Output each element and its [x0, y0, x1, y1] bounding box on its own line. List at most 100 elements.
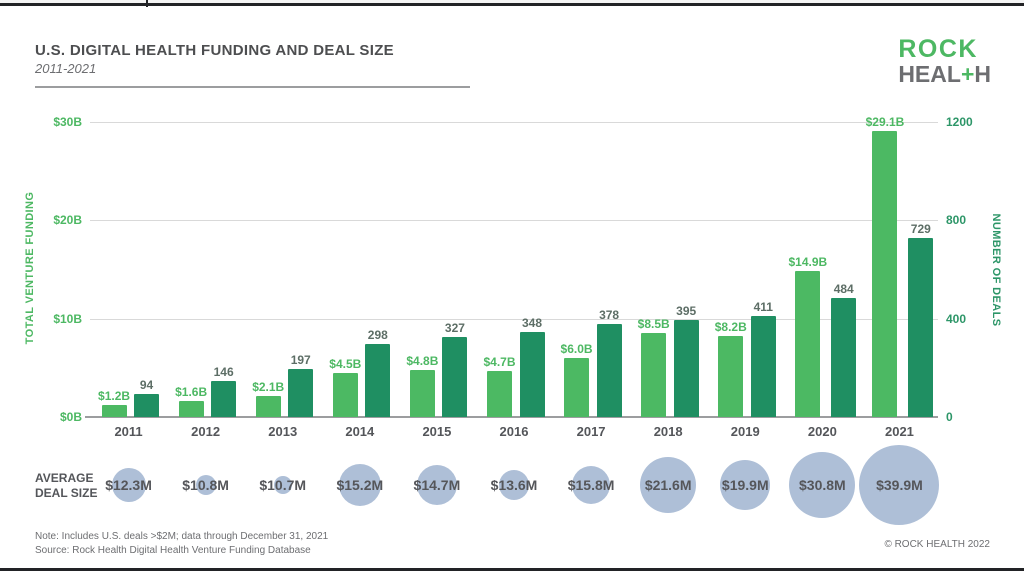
gridline [90, 318, 938, 320]
avg-deal-size-label-line2: DEAL SIZE [35, 486, 98, 500]
logo-heal: HEAL [898, 61, 961, 87]
bubble-value: $21.6M [644, 477, 692, 493]
right-axis-title: NUMBER OF DEALS [990, 213, 1002, 327]
rock-health-logo: ROCK HEAL+H [898, 37, 991, 86]
deals-bar [596, 324, 622, 417]
bar-group: $4.7B 348 [475, 122, 552, 417]
bar-group: $4.5B 298 [321, 122, 398, 417]
bubble-value: $30.8M [799, 477, 846, 493]
deals-count-label: 484 [833, 282, 854, 296]
funding-value-label: $2.1B [252, 380, 285, 395]
deals-bar-column: 298 [365, 328, 391, 417]
deals-bar [750, 316, 776, 417]
year-label: 2014 [345, 424, 375, 439]
window-bottom-border [0, 568, 1024, 571]
logo-rock-text: ROCK [898, 35, 978, 63]
funding-value-label: $29.1B [865, 114, 905, 129]
bubble-value: $39.9M [876, 477, 923, 493]
deals-bar-column: 378 [596, 309, 622, 417]
bubble-value: $15.2M [336, 477, 384, 493]
year-label: 2020 [807, 424, 837, 439]
bubble: $30.8M [784, 441, 861, 529]
bubble-value: $19.9M [721, 477, 769, 493]
deals-bar-column: 94 [134, 377, 160, 417]
funding-bar-column: $4.5B [329, 356, 362, 417]
bar-group: $29.1B 729 [861, 115, 938, 417]
deals-bar [288, 368, 314, 417]
deals-bar-column: 348 [519, 315, 545, 417]
funding-bar [795, 270, 821, 417]
bubble: $10.8M [167, 441, 244, 529]
funding-bar [641, 333, 667, 417]
year-label: 2013 [268, 424, 298, 439]
year-label: 2011 [114, 424, 143, 439]
right-tick-label: 800 [946, 213, 967, 228]
funding-value-label: $1.2B [98, 389, 131, 404]
deals-count-label: 94 [139, 377, 154, 392]
funding-bar-column: $8.5B [638, 318, 670, 417]
deals-count-label: 395 [676, 303, 697, 318]
bubble-circle [859, 445, 940, 525]
deals-count-label: 146 [213, 365, 234, 380]
deals-bar-column: 327 [442, 320, 468, 417]
funding-bar [255, 396, 281, 417]
title-underline [35, 86, 470, 88]
funding-value-label: $14.9B [788, 254, 828, 269]
bubble-circle [338, 464, 381, 506]
bubble-circle [195, 475, 216, 495]
deals-bar [442, 336, 468, 417]
year-label: 2019 [730, 424, 760, 439]
logo-health-text: HEAL+H [898, 63, 991, 86]
year-label: 2021 [884, 424, 914, 439]
bar-group: $8.5B 395 [630, 122, 707, 417]
deals-bar [831, 298, 857, 417]
footer-notes: Note: Includes U.S. deals >$2M; data thr… [35, 530, 328, 558]
deals-bar [519, 331, 545, 417]
bubble-value: $10.7M [259, 477, 307, 493]
deals-bar-column: 729 [908, 222, 934, 417]
deals-bar-column: 395 [673, 303, 699, 417]
left-tick-label: $30B [53, 115, 82, 129]
funding-bar-column: $1.6B [175, 386, 207, 417]
right-tick-label: 400 [946, 311, 967, 326]
funding-bar-column: $14.9B [788, 254, 828, 417]
funding-value-label: $4.7B [483, 354, 516, 369]
bar-group: $14.9B 484 [784, 122, 861, 417]
bubble: $15.8M [553, 441, 630, 529]
funding-value-label: $6.0B [560, 342, 593, 356]
bubble: $21.6M [630, 441, 707, 529]
bubble-circle [789, 452, 856, 518]
funding-value-label: $4.5B [329, 356, 362, 371]
deals-bar [211, 381, 237, 417]
funding-bar-column: $2.1B [252, 381, 284, 417]
deals-bar-column: 484 [831, 282, 857, 417]
deals-count-label: 197 [290, 352, 311, 367]
year-label: 2018 [653, 424, 683, 439]
logo-plus-icon: + [960, 61, 975, 87]
deals-count-label: 327 [444, 320, 465, 335]
bubble-value: $12.3M [105, 477, 152, 493]
bubble: $10.7M [244, 441, 321, 529]
bar-group: $8.2B 411 [707, 122, 784, 417]
gridline [90, 220, 938, 222]
gridline [90, 122, 938, 123]
bubble: $12.3M [90, 441, 167, 529]
bubble-circle [273, 476, 292, 494]
funding-bar [101, 405, 127, 417]
funding-bar-column: $6.0B [561, 343, 593, 417]
bubble: $39.9M [859, 441, 940, 529]
deals-count-label: 348 [521, 315, 543, 330]
year-label: 2015 [422, 424, 452, 439]
funding-bar-column: $29.1B [865, 114, 905, 417]
bubble: $13.6M [475, 441, 552, 529]
deals-bar [908, 237, 934, 417]
bubble: $14.7M [398, 441, 475, 529]
bar-group: $1.6B 146 [167, 122, 244, 417]
funding-bar [409, 369, 435, 417]
deals-bar-column: 411 [750, 301, 776, 417]
bubble-circle [416, 465, 457, 505]
bubble-value: $13.6M [490, 477, 538, 493]
deals-bar-column: 197 [288, 352, 314, 417]
funding-bar-column: $1.2B [98, 390, 130, 417]
